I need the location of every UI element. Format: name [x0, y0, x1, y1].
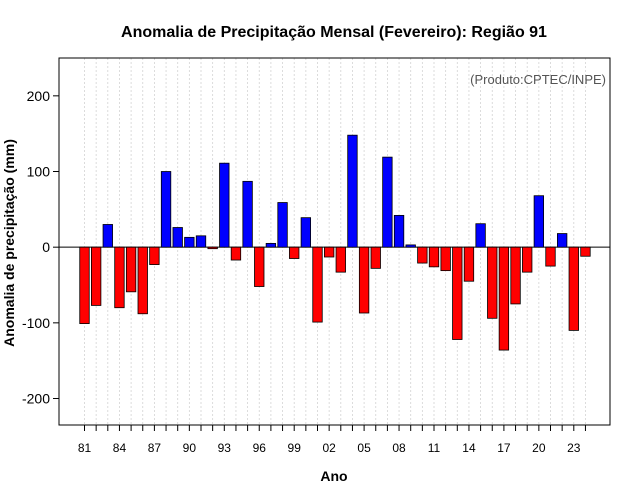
- bar-1989: [172, 227, 183, 248]
- bar-1986: [137, 246, 148, 315]
- bar-2022: [557, 233, 568, 248]
- bar-1987: [149, 246, 160, 265]
- bar-2016: [487, 246, 498, 319]
- bar-1994: [230, 246, 242, 261]
- bar-2008: [393, 214, 405, 248]
- bar-1991: [195, 235, 207, 248]
- bar-2007: [382, 156, 393, 248]
- bar-2001: [312, 246, 323, 323]
- bar-2014: [463, 246, 475, 282]
- x-tick-label-96: 96: [253, 441, 267, 455]
- bar-series: [79, 134, 591, 351]
- x-tick-label-05: 05: [357, 441, 371, 455]
- bar-2024: [580, 246, 591, 257]
- bar-2021: [545, 246, 556, 267]
- bar-1984: [114, 246, 125, 309]
- bar-2005: [358, 246, 370, 314]
- bar-1992: [207, 246, 218, 250]
- bar-1985: [125, 246, 137, 293]
- x-tick-label-23: 23: [567, 441, 581, 455]
- bar-2018: [510, 246, 521, 305]
- bar-2015: [475, 223, 486, 248]
- bar-1999: [289, 246, 300, 259]
- y-tick-label-100: 100: [27, 164, 51, 180]
- x-tick-label-14: 14: [462, 441, 476, 455]
- bar-2009: [405, 244, 416, 248]
- x-tick-label-99: 99: [288, 441, 302, 455]
- x-axis-label: Ano: [320, 468, 347, 484]
- bar-2019: [522, 246, 533, 273]
- bar-2000: [300, 217, 312, 248]
- x-tick-label-02: 02: [322, 441, 336, 455]
- bar-1993: [219, 162, 230, 248]
- bar-2013: [452, 246, 463, 340]
- x-tick-label-93: 93: [218, 441, 232, 455]
- y-axis-label: Anomalia de precipitação (mm): [1, 139, 17, 347]
- y-axis-ticks: -200 -100 0 100 200: [22, 88, 59, 407]
- bar-1983: [102, 224, 113, 248]
- bar-2011: [428, 246, 440, 268]
- bar-2006: [370, 246, 381, 269]
- plot-frame: [58, 57, 611, 426]
- x-axis-ticks: 81 84 87 90 93 96 99 02 05 08 11 14 17 20 23: [78, 425, 586, 455]
- bar-2010: [417, 246, 428, 264]
- bar-1996: [254, 246, 265, 287]
- x-tick-label-87: 87: [148, 441, 162, 455]
- x-tick-label-90: 90: [183, 441, 197, 455]
- bar-2002: [323, 246, 335, 258]
- y-tick-label-0: 0: [42, 239, 50, 255]
- x-tick-label-20: 20: [532, 441, 546, 455]
- bar-2012: [440, 246, 451, 272]
- chart-title: Anomalia de Precipitação Mensal (Feverei…: [121, 24, 547, 41]
- y-tick-label--100: -100: [22, 315, 50, 331]
- bar-2017: [498, 246, 510, 351]
- bar-2020: [533, 195, 544, 248]
- bar-1995: [242, 180, 253, 248]
- x-tick-label-17: 17: [497, 441, 511, 455]
- x-tick-label-81: 81: [78, 441, 92, 455]
- x-tick-label-08: 08: [392, 441, 406, 455]
- bar-2023: [568, 246, 579, 331]
- credit-annotation: (Produto:CPTEC/INPE): [470, 72, 606, 87]
- bar-1981: [79, 246, 90, 325]
- bar-1988: [160, 171, 172, 248]
- bar-2004: [347, 134, 358, 248]
- bar-1990: [184, 236, 195, 248]
- bar-1998: [277, 202, 288, 248]
- bar-1997: [265, 242, 277, 248]
- bar-2003: [335, 246, 346, 273]
- x-tick-label-84: 84: [113, 441, 127, 455]
- vertical-gridlines: [84, 58, 586, 425]
- x-tick-label-11: 11: [428, 441, 441, 455]
- y-tick-label-200: 200: [27, 88, 51, 104]
- y-tick-label--200: -200: [22, 391, 50, 407]
- bar-1982: [91, 246, 102, 306]
